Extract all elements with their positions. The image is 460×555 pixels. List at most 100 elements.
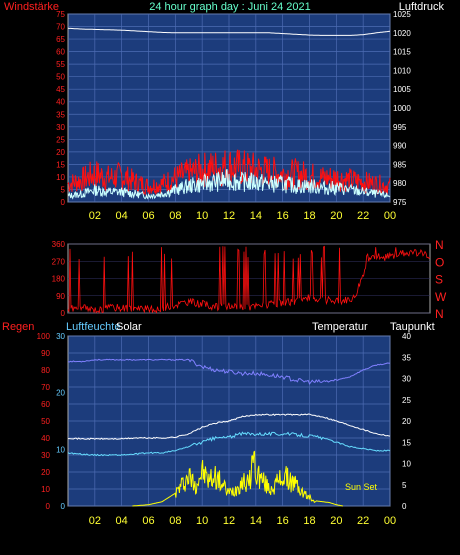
temperature-tick-label: 10 — [402, 460, 411, 469]
pressure-tick-label: 1005 — [393, 85, 411, 94]
rain-tick-label: 70 — [41, 383, 50, 392]
hour-tick-label: 06 — [142, 515, 154, 527]
hour-tick-label: 12 — [223, 210, 235, 222]
rain-tick-label: 80 — [41, 366, 50, 375]
temperature-tick-label: 40 — [402, 332, 411, 341]
direction-tick-label: 90 — [56, 292, 65, 301]
pressure-tick-label: 1020 — [393, 29, 411, 38]
direction-tick-label: 0 — [61, 309, 66, 318]
chart-title: 24 hour graph day : Juni 24 2021 — [149, 1, 310, 13]
solar-line — [132, 450, 344, 507]
hour-tick-label: 08 — [169, 515, 181, 527]
dewpoint-axis-title: Taupunkt — [390, 321, 435, 333]
wind-tick-label: 30 — [56, 123, 65, 132]
rain-tick-label: 0 — [46, 502, 51, 511]
temperature-tick-label: 15 — [402, 438, 411, 447]
temperature-tick-label: 20 — [402, 417, 411, 426]
hour-tick-label: 04 — [116, 515, 128, 527]
wind-tick-label: 50 — [56, 73, 65, 82]
rain-tick-label: 10 — [41, 485, 50, 494]
humidity-tick-label: 10 — [56, 445, 65, 454]
hour-tick-label: 12 — [223, 515, 235, 527]
hour-tick-label: 20 — [330, 210, 342, 222]
wind-tick-label: 25 — [56, 135, 65, 144]
temperature-tick-label: 35 — [402, 353, 411, 362]
pressure-tick-label: 1010 — [393, 66, 411, 75]
wind-tick-label: 0 — [61, 198, 66, 207]
compass-label: O — [435, 255, 444, 269]
wind-direction-panel — [67, 243, 431, 314]
wind-pressure-panel — [67, 13, 391, 203]
hour-tick-label: 22 — [357, 515, 369, 527]
hour-tick-label: 18 — [303, 515, 315, 527]
pressure-axis-title: Luftdruck — [399, 1, 445, 13]
pressure-tick-label: 985 — [393, 160, 407, 169]
wind-tick-label: 15 — [56, 160, 65, 169]
humidity-tick-label: 30 — [56, 332, 65, 341]
humidity-line — [67, 358, 391, 385]
compass-label: S — [435, 273, 443, 287]
humidity-tick-label: 0 — [61, 502, 66, 511]
rain-tick-label: 60 — [41, 400, 50, 409]
direction-tick-label: 360 — [52, 240, 66, 249]
hour-tick-label: 22 — [357, 210, 369, 222]
temperature-axis-title: Temperatur — [312, 321, 368, 333]
wind-average-line — [67, 169, 391, 200]
solar-axis-title: Solar — [116, 321, 142, 333]
rain-tick-label: 30 — [41, 451, 50, 460]
hour-tick-label: 06 — [142, 210, 154, 222]
hour-tick-label: 14 — [250, 210, 262, 222]
rain-tick-label: 100 — [37, 332, 51, 341]
rain-tick-label: 50 — [41, 417, 50, 426]
wind-direction-trace — [67, 245, 431, 314]
temperature-tick-label: 30 — [402, 375, 411, 384]
wind-tick-label: 70 — [56, 23, 65, 32]
hour-tick-label: 18 — [303, 210, 315, 222]
temperature-tick-label: 0 — [402, 502, 407, 511]
compass-label: W — [435, 290, 447, 304]
pressure-tick-label: 1000 — [393, 104, 411, 113]
pressure-tick-label: 975 — [393, 198, 407, 207]
humidity-temperature-panel — [67, 335, 391, 507]
temperature-tick-label: 5 — [402, 481, 407, 490]
pressure-line — [67, 27, 391, 36]
hour-tick-label: 20 — [330, 515, 342, 527]
hour-tick-label: 00 — [384, 515, 396, 527]
wind-tick-label: 45 — [56, 85, 65, 94]
rain-axis-title: Regen — [2, 321, 34, 333]
wind-tick-label: 20 — [56, 148, 65, 157]
hour-tick-label: 10 — [196, 515, 208, 527]
rain-tick-label: 90 — [41, 349, 50, 358]
wind-tick-label: 5 — [61, 185, 66, 194]
rain-tick-label: 40 — [41, 434, 50, 443]
hour-tick-label: 10 — [196, 210, 208, 222]
humidity-tick-label: 20 — [56, 389, 65, 398]
wind-tick-label: 60 — [56, 48, 65, 57]
temperature-tick-label: 25 — [402, 396, 411, 405]
wind-tick-label: 75 — [56, 10, 65, 19]
hour-tick-label: 14 — [250, 515, 262, 527]
hour-tick-label: 08 — [169, 210, 181, 222]
wind-tick-label: 10 — [56, 173, 65, 182]
hour-tick-label: 02 — [89, 515, 101, 527]
wind-tick-label: 40 — [56, 98, 65, 107]
temperature-line — [68, 413, 391, 441]
hour-tick-label: 04 — [116, 210, 128, 222]
wind-tick-label: 55 — [56, 60, 65, 69]
sun-set-annotation: Sun Set — [345, 482, 378, 492]
compass-label: N — [435, 307, 444, 321]
hour-tick-label: 16 — [277, 515, 289, 527]
direction-tick-label: 270 — [52, 257, 66, 266]
pressure-tick-label: 980 — [393, 179, 407, 188]
hour-tick-label: 16 — [277, 210, 289, 222]
hour-tick-label: 00 — [384, 210, 396, 222]
wind-tick-label: 65 — [56, 35, 65, 44]
rain-tick-label: 20 — [41, 468, 50, 477]
wind-tick-label: 35 — [56, 110, 65, 119]
hour-tick-label: 02 — [89, 210, 101, 222]
wind-axis-title: Windstärke — [4, 1, 59, 13]
pressure-tick-label: 990 — [393, 142, 407, 151]
pressure-tick-label: 1025 — [393, 10, 411, 19]
pressure-tick-label: 1015 — [393, 48, 411, 57]
